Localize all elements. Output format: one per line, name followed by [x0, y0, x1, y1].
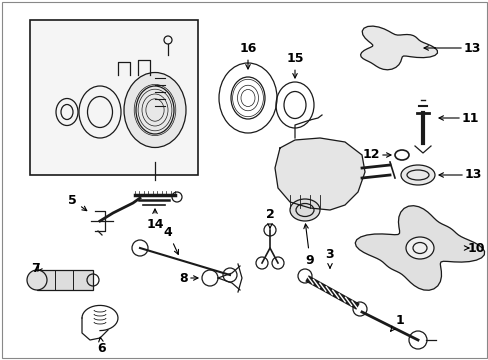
Text: 9: 9 — [303, 224, 314, 266]
Text: 13: 13 — [464, 168, 481, 181]
Text: 10: 10 — [467, 242, 485, 255]
Ellipse shape — [136, 86, 174, 134]
Bar — [37, 270, 93, 290]
Polygon shape — [360, 26, 437, 70]
Ellipse shape — [124, 72, 185, 148]
Text: 4: 4 — [163, 225, 178, 255]
Ellipse shape — [405, 237, 433, 259]
Ellipse shape — [400, 165, 434, 185]
Text: 13: 13 — [463, 41, 480, 54]
Text: 11: 11 — [461, 112, 479, 125]
Text: 3: 3 — [325, 248, 334, 268]
Ellipse shape — [289, 199, 319, 221]
Polygon shape — [274, 138, 364, 210]
Text: 14: 14 — [146, 209, 163, 231]
Text: 15: 15 — [285, 51, 303, 78]
Bar — [30, 20, 198, 175]
Polygon shape — [354, 206, 484, 290]
Text: 7: 7 — [31, 261, 40, 274]
Text: 5: 5 — [67, 194, 86, 211]
Text: 1: 1 — [390, 314, 404, 331]
Text: 6: 6 — [98, 337, 106, 355]
Text: 12: 12 — [362, 148, 379, 162]
Text: 2: 2 — [265, 208, 274, 228]
Text: 16: 16 — [239, 41, 256, 69]
Circle shape — [27, 270, 47, 290]
Text: 8: 8 — [179, 271, 187, 284]
